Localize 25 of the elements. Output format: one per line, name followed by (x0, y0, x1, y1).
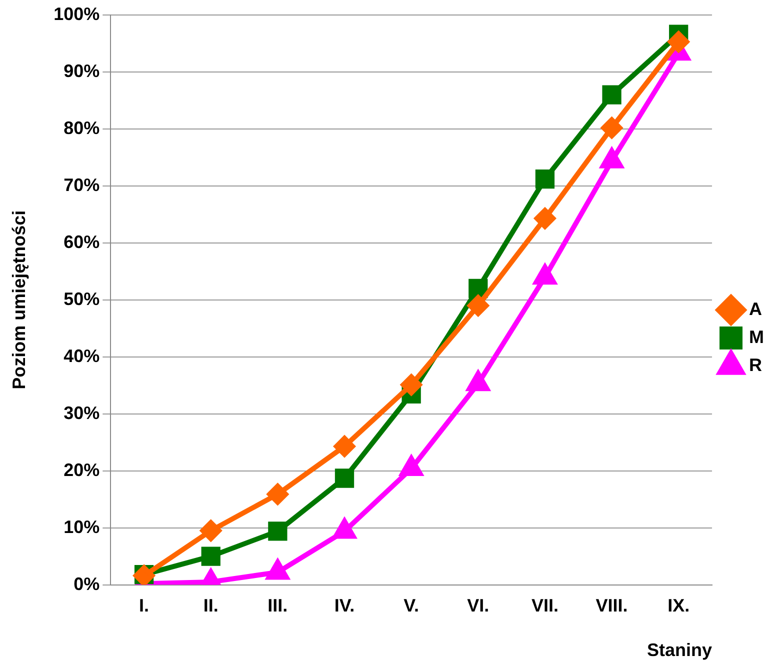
x-tick-label: IV. (334, 596, 355, 616)
y-tick-label: 90% (64, 60, 100, 81)
x-axis-title: Staniny (646, 640, 712, 660)
y-tick-label: 0% (74, 574, 100, 594)
x-tick-label: VII. (531, 596, 558, 616)
legend-label: M (749, 326, 764, 347)
y-tick-label: 100% (54, 4, 100, 24)
x-tick-label: I. (139, 596, 150, 616)
y-axis-title: Poziom umiejętności (8, 210, 29, 390)
x-tick-label: VIII. (596, 596, 628, 616)
legend-label: A (749, 298, 762, 319)
x-tick-label: II. (203, 596, 218, 616)
x-tick-label: V. (404, 596, 419, 616)
y-tick-label: 30% (64, 402, 100, 423)
y-tick-label: 40% (64, 346, 100, 366)
y-tick-label: 10% (64, 516, 100, 537)
y-tick-label: 60% (64, 232, 100, 252)
y-tick-label: 50% (64, 288, 100, 309)
x-tick-label: III. (268, 596, 288, 616)
legend-label: R (749, 354, 762, 375)
y-tick-label: 80% (64, 118, 100, 138)
y-tick-label: 20% (64, 460, 100, 480)
x-tick-label: IX. (668, 596, 690, 616)
y-tick-label: 70% (64, 174, 100, 195)
x-tick-label: VI. (467, 596, 490, 616)
